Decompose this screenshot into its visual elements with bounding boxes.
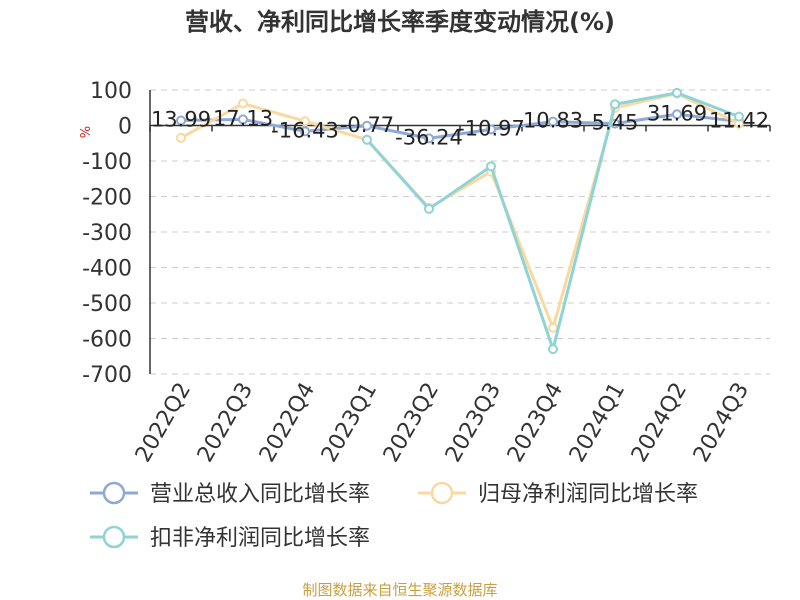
y-tick-label: 0 — [118, 115, 132, 140]
x-tick-label: 2023Q4 — [503, 379, 568, 467]
series-point-2 — [176, 132, 186, 143]
series-line-2 — [180, 92, 740, 330]
series-point-3 — [672, 87, 682, 98]
y-axis-label: % — [79, 126, 94, 138]
legend-label: 营业总收入同比增长率 — [150, 482, 370, 507]
legend-label: 归母净利润同比增长率 — [478, 482, 698, 507]
series-point-2 — [238, 98, 248, 109]
series-point-1 — [300, 126, 310, 137]
data-label: 11.42 — [709, 108, 769, 132]
x-tick-label: 2023Q2 — [379, 379, 444, 467]
data-label: -36.24 — [395, 125, 463, 149]
x-tick-label: 2023Q1 — [317, 379, 382, 467]
data-label: 31.69 — [647, 101, 707, 125]
grid-lines — [150, 89, 770, 375]
series-line-1 — [180, 112, 740, 140]
series-layer — [176, 87, 744, 355]
y-tick-label: -100 — [82, 150, 132, 175]
x-tick-label: 2022Q3 — [193, 379, 258, 467]
x-tick-label: 2024Q1 — [565, 379, 630, 467]
data-label: 17.13 — [213, 106, 273, 130]
series-point-1 — [424, 133, 434, 144]
data-label: 13.99 — [151, 108, 211, 132]
series-point-3 — [362, 134, 372, 145]
y-tick-label: -400 — [82, 257, 132, 282]
legend-swatch-marker — [430, 481, 454, 505]
legend-item-1: 营业总收入同比增长率 — [90, 481, 370, 507]
series-point-1 — [548, 116, 558, 127]
series-point-3 — [610, 99, 620, 110]
series-point-1 — [486, 124, 496, 135]
y-tick-label: -300 — [82, 221, 132, 246]
series-point-1 — [362, 120, 372, 131]
data-label: -16.43 — [271, 118, 339, 142]
data-label: -0.77 — [340, 113, 394, 137]
y-tick-label: 100 — [90, 79, 132, 104]
x-tick-label: 2022Q2 — [131, 379, 196, 467]
source-note: 制图数据来自恒生聚源数据库 — [302, 581, 497, 599]
x-tick-label: 2022Q4 — [255, 379, 320, 467]
data-label: 5.45 — [592, 111, 639, 135]
legend-label: 扣非净利润同比增长率 — [150, 526, 370, 551]
chart-title: 营收、净利同比增长率季度变动情况(%) — [185, 8, 615, 36]
data-label: 10.83 — [523, 109, 583, 133]
x-tick-label: 2023Q3 — [441, 379, 506, 467]
legend-swatch-marker — [102, 525, 126, 549]
y-tick-label: -700 — [82, 363, 132, 388]
legend-item-2: 归母净利润同比增长率 — [418, 481, 698, 507]
series-point-1 — [672, 109, 682, 120]
series-point-3 — [548, 344, 558, 355]
series-point-1 — [176, 115, 186, 126]
series-point-2 — [548, 322, 558, 333]
y-tick-labels: 100 0 -100 -200 -300 -400 -500 -600 -700 — [82, 79, 132, 388]
series-point-3 — [424, 203, 434, 214]
y-tick-label: -200 — [82, 186, 132, 211]
y-tick-label: -500 — [82, 292, 132, 317]
series-point-3 — [734, 111, 744, 122]
x-tick-label: 2024Q2 — [627, 379, 692, 467]
y-tick-label: -600 — [82, 328, 132, 353]
series-point-1 — [238, 114, 248, 125]
data-label: -10.97 — [457, 116, 525, 140]
legend-swatch-marker — [102, 481, 126, 505]
series-point-2 — [300, 116, 310, 127]
series-point-3 — [486, 161, 496, 172]
legend-item-3: 扣非净利润同比增长率 — [90, 525, 370, 551]
x-tick-label: 2024Q3 — [689, 379, 754, 467]
